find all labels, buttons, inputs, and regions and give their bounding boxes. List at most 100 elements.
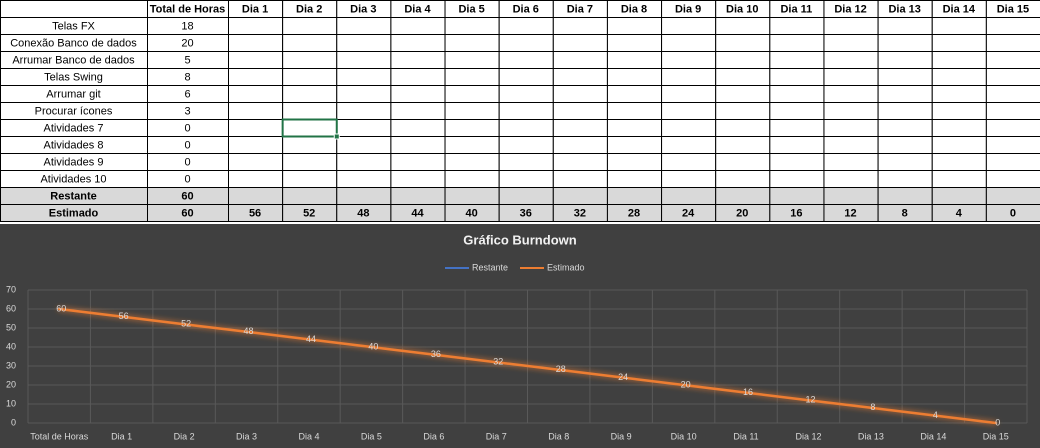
row-label: Conexão Banco de dados (10, 37, 137, 49)
x-tick-label: Dia 15 (983, 431, 1009, 441)
cell (985, 34, 1040, 52)
column-header: Dia 14 (943, 3, 976, 15)
column-header: Dia 15 (997, 3, 1029, 15)
cell-value: 40 (465, 207, 477, 219)
column-header: Dia 7 (567, 3, 593, 15)
cell (606, 51, 663, 69)
cell (661, 153, 717, 171)
cell-value: 24 (682, 207, 695, 219)
cell (823, 68, 879, 86)
cell (931, 170, 987, 188)
cell-value: 60 (181, 207, 193, 219)
cell (877, 153, 933, 171)
x-tick-label: Dia 4 (298, 431, 319, 441)
cell (444, 187, 500, 205)
cell (769, 102, 825, 120)
cell (282, 68, 338, 86)
cell (715, 136, 771, 154)
row-label: Restante (50, 190, 96, 202)
y-tick-label: 70 (6, 284, 16, 294)
cell (444, 51, 500, 69)
cell-value: 16 (790, 207, 802, 219)
cell (552, 136, 608, 154)
cell (769, 68, 825, 86)
cell (228, 17, 284, 35)
cell (715, 51, 771, 69)
cell (444, 153, 500, 171)
cell (606, 17, 663, 35)
cell-value: 20 (181, 37, 193, 49)
cell (282, 187, 338, 205)
cell (985, 153, 1040, 171)
cell (877, 85, 933, 103)
cell (336, 102, 392, 120)
cell (606, 34, 663, 52)
cell (336, 68, 392, 86)
legend-label: Restante (472, 262, 508, 272)
cell (823, 17, 879, 35)
cell (661, 170, 717, 188)
cell (552, 187, 608, 205)
cell (228, 153, 284, 171)
cell (823, 153, 879, 171)
cell-value: 12 (844, 207, 856, 219)
cell-value: 32 (574, 207, 586, 219)
cell (715, 119, 771, 137)
cell (336, 85, 392, 103)
cell-value: 56 (249, 207, 261, 219)
cell (390, 119, 446, 137)
row-label: Atividades 7 (44, 122, 104, 134)
cell (931, 187, 987, 205)
cell (877, 34, 933, 52)
cell (715, 153, 771, 171)
data-label: 4 (933, 410, 938, 420)
cell (282, 85, 338, 103)
column-header: Total de Horas (150, 3, 226, 15)
data-label: 40 (368, 341, 378, 351)
cell (498, 136, 554, 154)
data-label: 16 (743, 387, 753, 397)
cell (606, 170, 663, 188)
data-label: 32 (493, 357, 503, 367)
cell-value: 52 (303, 207, 315, 219)
data-label: 8 (870, 402, 875, 412)
column-header: Dia 4 (404, 3, 431, 15)
cell (985, 68, 1040, 86)
x-tick-label: Dia 3 (236, 431, 257, 441)
cell (985, 17, 1040, 35)
cell (228, 51, 284, 69)
row-label: Estimado (49, 207, 99, 219)
cell (985, 170, 1040, 188)
x-tick-label: Dia 14 (920, 431, 946, 441)
cell (931, 34, 987, 52)
cell (823, 170, 879, 188)
cell (877, 68, 933, 86)
cell (228, 102, 284, 120)
cell (282, 17, 338, 35)
cell (228, 187, 284, 205)
cell (823, 51, 879, 69)
data-label: 28 (556, 364, 566, 374)
cell-value: 0 (184, 156, 190, 168)
cell (552, 102, 608, 120)
cell (769, 153, 825, 171)
selected-cell (281, 118, 338, 138)
cell (606, 187, 663, 205)
cell (661, 187, 717, 205)
cell (823, 102, 879, 120)
cell (606, 136, 663, 154)
row-label: Telas Swing (44, 71, 103, 83)
column-header: Dia 13 (888, 3, 920, 15)
cell (931, 17, 987, 35)
cell (877, 170, 933, 188)
row-label: Telas FX (52, 20, 95, 32)
cell (769, 85, 825, 103)
cell-value: 8 (902, 207, 908, 219)
cell (336, 187, 392, 205)
y-tick-label: 0 (11, 417, 16, 427)
cell (336, 170, 392, 188)
data-label: 0 (995, 417, 1000, 427)
cell (444, 136, 500, 154)
column-header: Dia 1 (242, 3, 268, 15)
